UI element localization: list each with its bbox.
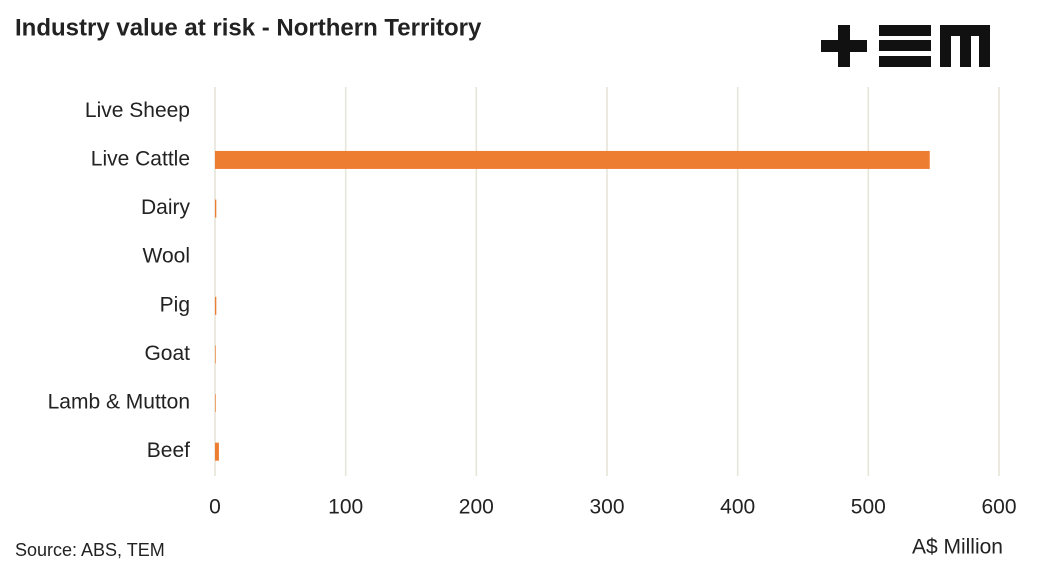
chart-title: Industry value at risk - Northern Territ…: [15, 14, 482, 41]
x-tick-label: 600: [981, 496, 1016, 519]
y-tick-label: Wool: [143, 245, 190, 268]
x-tick-label: 100: [328, 496, 363, 519]
bar: [215, 442, 219, 461]
x-tick-label: 400: [720, 496, 755, 519]
x-tick-label: 200: [459, 496, 494, 519]
bar: [215, 199, 217, 218]
x-axis-title: A$ Million: [912, 536, 1003, 559]
logo: [821, 25, 990, 67]
bar: [215, 394, 216, 413]
bar: [215, 345, 216, 364]
y-tick-label: Beef: [147, 439, 190, 462]
y-tick-label: Live Cattle: [91, 147, 190, 170]
y-tick-label: Live Sheep: [85, 99, 190, 122]
bar: [215, 150, 930, 169]
y-tick-label: Goat: [144, 342, 190, 365]
y-tick-label: Lamb & Mutton: [48, 391, 190, 414]
y-tick-label: Pig: [160, 293, 190, 316]
source-note: Source: ABS, TEM: [15, 540, 165, 560]
y-tick-label: Dairy: [141, 196, 191, 219]
x-tick-label: 0: [209, 496, 221, 519]
bar: [215, 296, 217, 315]
x-tick-label: 500: [851, 496, 886, 519]
x-tick-label: 300: [589, 496, 624, 519]
